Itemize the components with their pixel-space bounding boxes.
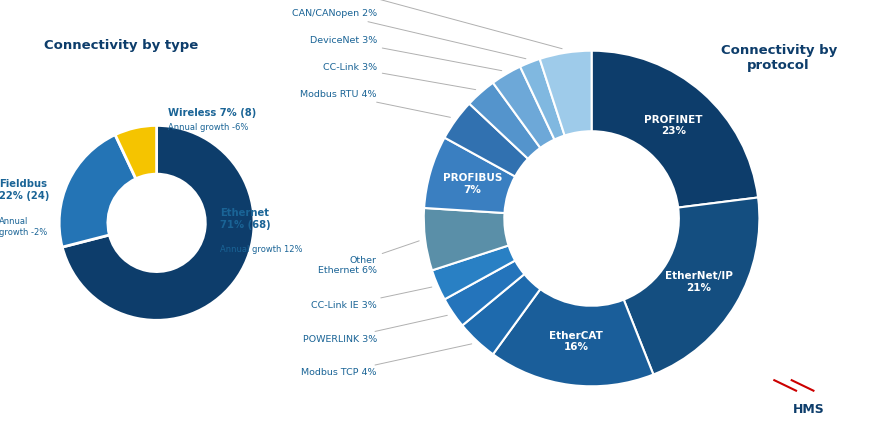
Wedge shape — [493, 67, 554, 148]
Wedge shape — [468, 83, 540, 159]
Text: Other
Ethernet 6%: Other Ethernet 6% — [317, 241, 419, 275]
Wedge shape — [539, 51, 591, 135]
Text: Modbus TCP 4%: Modbus TCP 4% — [301, 344, 471, 378]
Wedge shape — [444, 104, 527, 177]
Wedge shape — [493, 289, 653, 386]
Text: CC-Link 3%: CC-Link 3% — [322, 63, 475, 90]
Wedge shape — [432, 246, 514, 299]
Wedge shape — [63, 125, 254, 320]
Wedge shape — [623, 198, 759, 375]
Text: Connectivity by
protocol: Connectivity by protocol — [720, 44, 836, 72]
Text: Annual growth -6%: Annual growth -6% — [168, 123, 249, 132]
Text: Modbus RTU 4%: Modbus RTU 4% — [300, 90, 450, 117]
Text: PROFIBUS
7%: PROFIBUS 7% — [442, 173, 501, 194]
Wedge shape — [423, 208, 508, 271]
Wedge shape — [115, 125, 156, 179]
Text: Annual
growth -2%: Annual growth -2% — [0, 217, 47, 236]
Text: EtherNet/IP
21%: EtherNet/IP 21% — [664, 271, 732, 292]
Wedge shape — [59, 135, 136, 247]
Wedge shape — [444, 260, 524, 326]
Text: Other Fieldbus 5%: Other Fieldbus 5% — [289, 0, 561, 49]
Wedge shape — [520, 59, 564, 139]
Text: CAN/CANopen 2%: CAN/CANopen 2% — [291, 9, 525, 59]
Text: CC-Link IE 3%: CC-Link IE 3% — [311, 287, 431, 310]
Text: DeviceNet 3%: DeviceNet 3% — [309, 36, 501, 71]
Text: Ethernet
71% (68): Ethernet 71% (68) — [220, 208, 270, 230]
Wedge shape — [591, 51, 757, 208]
Wedge shape — [461, 274, 540, 354]
Text: Connectivity by type: Connectivity by type — [43, 39, 197, 52]
Text: Wireless 7% (8): Wireless 7% (8) — [168, 108, 256, 118]
Text: HMS: HMS — [793, 402, 824, 416]
Text: POWERLINK 3%: POWERLINK 3% — [302, 316, 447, 344]
Wedge shape — [423, 138, 514, 213]
Text: Fieldbus
22% (24): Fieldbus 22% (24) — [0, 179, 49, 201]
Text: Annual growth 12%: Annual growth 12% — [220, 245, 302, 254]
Text: PROFINET
23%: PROFINET 23% — [644, 114, 702, 136]
Text: EtherCAT
16%: EtherCAT 16% — [548, 331, 602, 353]
